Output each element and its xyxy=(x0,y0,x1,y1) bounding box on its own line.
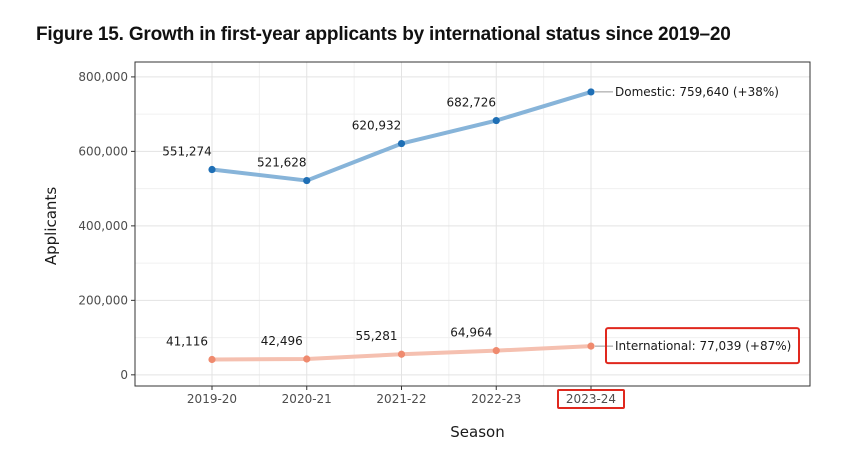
highlight-box-last-season xyxy=(557,389,625,409)
x-tick-label: 2022-23 xyxy=(471,392,521,406)
domestic-data-point xyxy=(492,116,500,125)
domestic-value-label: 551,274 xyxy=(162,145,212,159)
x-tick-label: 2023-24 xyxy=(566,392,616,406)
x-tick-label: 2019-20 xyxy=(187,392,237,406)
domestic-data-point xyxy=(587,88,595,96)
domestic-data-point xyxy=(208,165,216,174)
international-value-label: 42,496 xyxy=(261,334,303,348)
international-end-label: International: 77,039 (+87%) xyxy=(615,339,791,353)
y-tick-label: 800,000 xyxy=(78,70,128,84)
highlight-box-international xyxy=(605,327,800,365)
x-tick-label: 2020-21 xyxy=(282,392,332,406)
figure-title: Figure 15. Growth in first-year applican… xyxy=(36,24,731,45)
international-value-label: 64,964 xyxy=(450,326,492,340)
domestic-value-label: 682,726 xyxy=(446,96,496,110)
international-data-point xyxy=(208,355,216,364)
domestic-data-point xyxy=(303,176,311,185)
international-value-label: 41,116 xyxy=(166,335,208,349)
international-data-point xyxy=(492,347,500,355)
domestic-data-point xyxy=(397,139,406,148)
domestic-value-label: 620,932 xyxy=(352,119,402,133)
y-tick-label: 0 xyxy=(120,368,128,382)
plot-panel-border xyxy=(134,61,811,387)
x-tick-label: 2021-22 xyxy=(376,392,426,406)
y-tick-label: 200,000 xyxy=(78,293,128,307)
international-data-point xyxy=(303,355,311,363)
y-axis-title: Applicants xyxy=(42,187,60,265)
x-axis-title: Season xyxy=(450,423,504,441)
y-tick-label: 400,000 xyxy=(78,219,128,233)
y-tick-label: 600,000 xyxy=(78,144,128,158)
international-data-point xyxy=(587,342,595,350)
domestic-value-label: 521,628 xyxy=(257,156,307,170)
international-data-point xyxy=(397,350,406,358)
international-value-label: 55,281 xyxy=(356,329,398,343)
domestic-end-label: Domestic: 759,640 (+38%) xyxy=(615,85,779,99)
